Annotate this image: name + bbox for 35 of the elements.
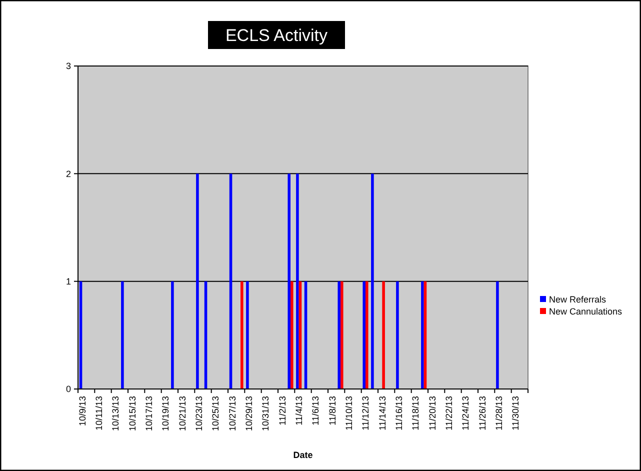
- y-tick-label: 0: [66, 384, 71, 394]
- x-tick-label: 11/10/13: [344, 396, 354, 430]
- x-tick-label: 11/28/13: [494, 396, 504, 430]
- x-tick-label: 11/6/13: [310, 396, 321, 426]
- x-tick-label: 10/27/13: [227, 396, 238, 432]
- x-tick-label: 10/13/13: [110, 396, 121, 432]
- x-tick-label: 10/19/13: [160, 396, 171, 432]
- x-tick-label: 10/21/13: [177, 396, 188, 432]
- x-tick-label: 10/23/13: [194, 396, 204, 432]
- x-tick-label: 11/24/13: [460, 396, 471, 430]
- x-tick-label: 10/29/13: [244, 396, 254, 432]
- legend-label: New Referrals: [549, 294, 607, 305]
- x-tick-label: 10/11/13: [94, 396, 104, 430]
- x-tick-label: 11/20/13: [427, 396, 438, 430]
- legend-label: New Cannulations: [549, 306, 623, 317]
- chart-title: ECLS Activity: [225, 26, 328, 45]
- x-tick-label: 11/8/13: [327, 396, 338, 426]
- x-tick-label: 11/30/13: [510, 396, 521, 430]
- y-tick-label: 1: [66, 276, 71, 286]
- x-tick-label: 11/12/13: [360, 396, 371, 430]
- x-tick-label: 10/15/13: [127, 396, 138, 432]
- x-tick-label: 11/4/13: [294, 396, 304, 426]
- x-tick-label: 11/16/13: [394, 396, 404, 430]
- x-tick-label: 10/17/13: [144, 396, 154, 432]
- x-axis-title: Date: [293, 450, 313, 460]
- x-tick-label: 11/18/13: [410, 396, 421, 430]
- x-tick-label: 10/25/13: [210, 396, 221, 432]
- y-tick-label: 3: [66, 61, 71, 72]
- x-tick-label: 11/2/13: [277, 396, 288, 426]
- x-tick-label: 11/26/13: [477, 396, 488, 430]
- y-tick-label: 2: [66, 168, 71, 179]
- x-tick-label: 10/31/13: [260, 396, 271, 432]
- x-tick-label: 11/22/13: [444, 396, 454, 430]
- x-tick-label: 10/9/13: [77, 396, 88, 426]
- x-tick-label: 11/14/13: [377, 396, 388, 430]
